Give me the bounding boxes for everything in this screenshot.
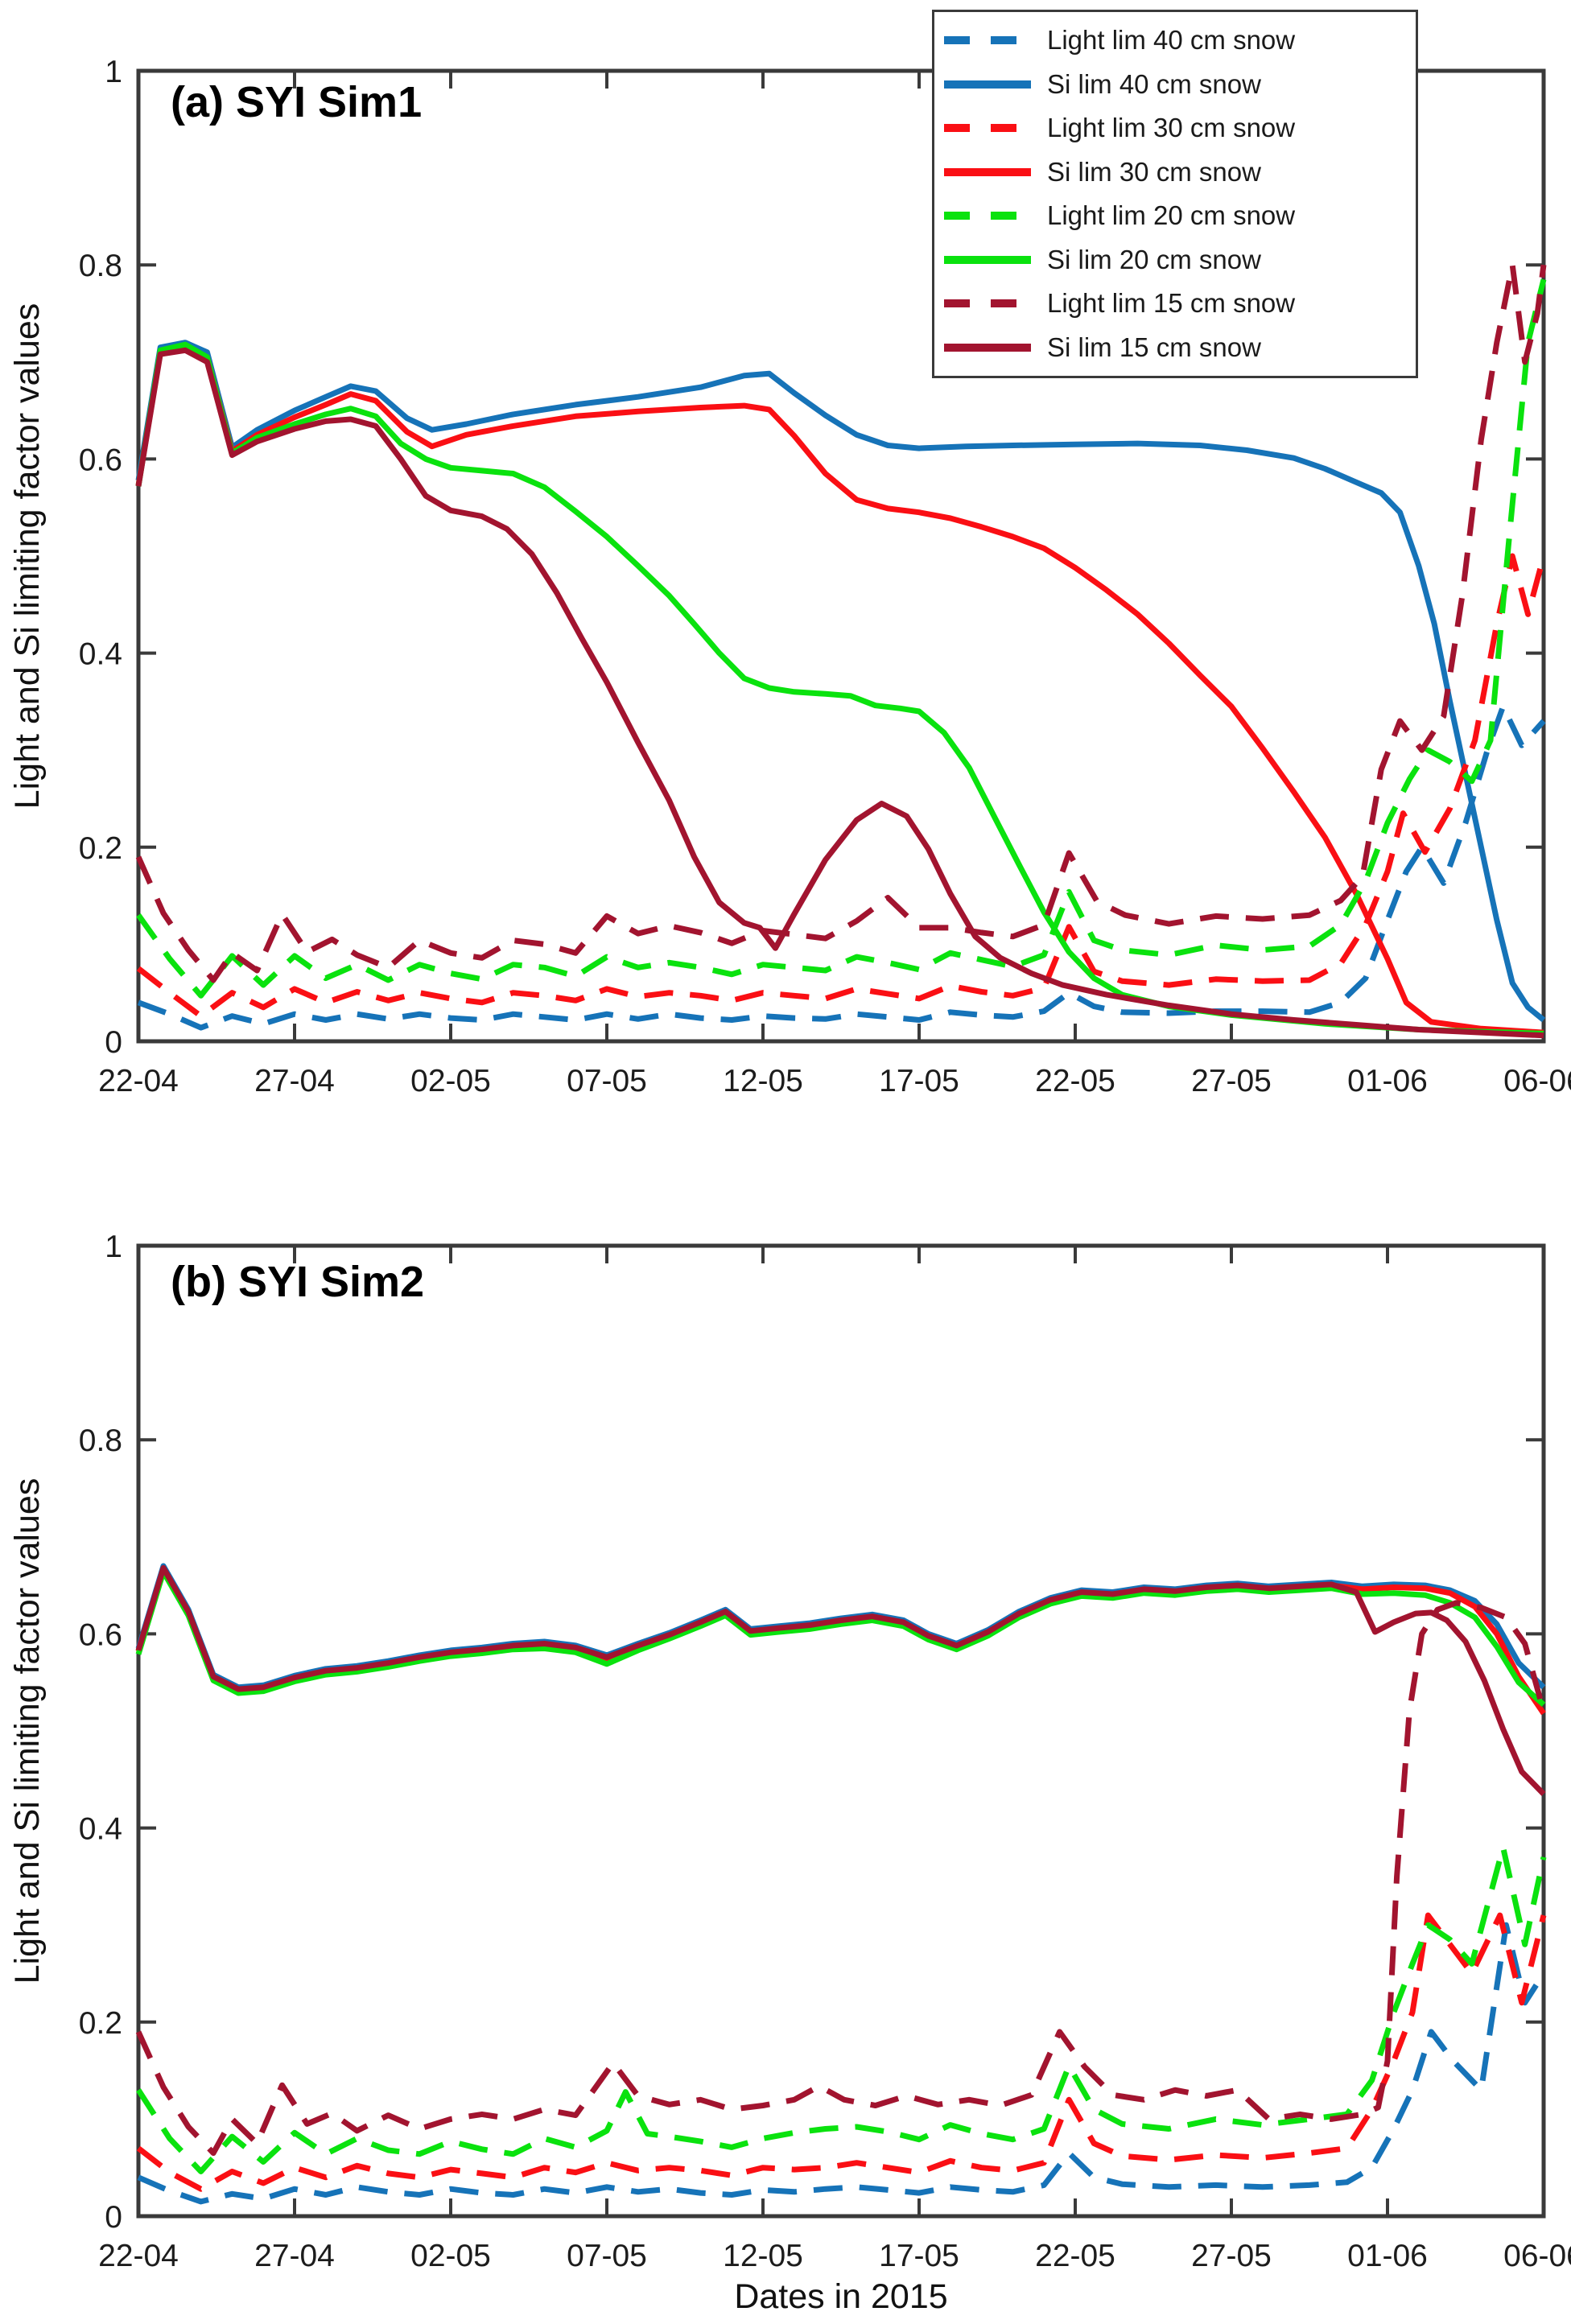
x-tick-label: 22-04: [98, 2239, 179, 2273]
panel-b-frame: [136, 1243, 1546, 2219]
x-tick-label: 27-04: [254, 2239, 335, 2273]
x-tick-label: 06-06: [1503, 1064, 1571, 1098]
legend-entry-si-lim-30-cm-snow: Si lim 30 cm snow: [942, 152, 1411, 192]
panel-b-series-si-lim-15: [135, 1564, 1546, 1796]
panel-b-series-light-lim-30-dashed: [136, 1912, 1547, 2192]
dashed-line-swatch-icon: [944, 36, 1031, 45]
y-tick-label: 1: [105, 1230, 122, 1264]
x-axis-label: Dates in 2015: [734, 2277, 948, 2316]
panel-b-series-light-lim-15-dashed: [135, 1600, 1547, 2157]
x-tick-label: 02-05: [410, 2239, 491, 2273]
x-tick-label: 22-05: [1035, 2239, 1115, 2273]
x-tick-label: 01-06: [1347, 1064, 1428, 1098]
y-tick-label: 0.2: [79, 2006, 122, 2041]
panel-a-frame: [136, 68, 1546, 1044]
x-tick-label: 22-05: [1035, 1064, 1115, 1098]
y-tick-label: 0: [105, 2200, 122, 2235]
y-tick-label: 0.4: [79, 1812, 122, 1847]
y-tick-label: 0: [105, 1025, 122, 1060]
panel-b-title: (b) SYI Sim2: [171, 1258, 425, 1306]
x-tick-label: 17-05: [879, 2239, 959, 2273]
x-tick-label: 27-05: [1191, 1064, 1272, 1098]
legend-entry-light-lim-15-cm-snow: Light lim 15 cm snow: [942, 283, 1411, 323]
dashed-line-swatch-icon: [944, 212, 1031, 220]
legend-entry-light-lim-30-cm-snow: Light lim 30 cm snow: [942, 108, 1411, 148]
legend-label: Si lim 30 cm snow: [1047, 156, 1261, 187]
legend-label: Light lim 20 cm snow: [1047, 200, 1296, 231]
panel-a-series-si-lim-30: [135, 344, 1544, 1036]
panel-a-series-light-lim-40-dashed: [137, 703, 1546, 1031]
legend-label: Light lim 40 cm snow: [1047, 25, 1296, 56]
legend-label: Si lim 20 cm snow: [1047, 244, 1261, 274]
x-tick-label: 27-04: [254, 1064, 335, 1098]
legend-entry-si-lim-40-cm-snow: Si lim 40 cm snow: [942, 64, 1411, 105]
legend-label: Si lim 40 cm snow: [1047, 68, 1261, 99]
x-tick-label: 17-05: [879, 1064, 959, 1098]
dashed-line-swatch-icon: [944, 124, 1031, 133]
panel-a-y-axis-label: Light and Si limiting factor values: [8, 303, 47, 810]
legend-entry-light-lim-40-cm-snow: Light lim 40 cm snow: [942, 20, 1411, 60]
y-tick-label: 0.8: [79, 249, 122, 283]
y-tick-label: 0.2: [79, 831, 122, 866]
y-tick-label: 0.6: [79, 443, 122, 477]
panel-a-series-light-lim-20-dashed: [136, 278, 1547, 999]
panel-b-series-light-lim-20-dashed: [136, 1844, 1547, 2174]
x-tick-label: 27-05: [1191, 2239, 1272, 2273]
x-tick-label: 22-04: [98, 1064, 179, 1098]
y-tick-label: 0.8: [79, 1424, 122, 1458]
solid-line-swatch-icon: [944, 343, 1031, 352]
legend-label: Light lim 30 cm snow: [1047, 113, 1296, 143]
panel-a-title: (a) SYI Sim1: [171, 78, 423, 126]
x-tick-label: 12-05: [723, 2239, 803, 2273]
panel-a-series-si-lim-20: [135, 341, 1544, 1036]
x-tick-label: 12-05: [723, 1064, 803, 1098]
x-tick-label: 01-06: [1347, 2239, 1428, 2273]
panel-a-series-light-lim-30-dashed: [136, 553, 1547, 1020]
solid-line-swatch-icon: [944, 255, 1031, 264]
panel-b-y-axis-label: Light and Si limiting factor values: [8, 1477, 47, 1984]
panel-a-series-si-lim-15: [135, 347, 1544, 1039]
panel-a-series-light-lim-15-dashed: [135, 262, 1547, 983]
x-tick-label: 07-05: [567, 2239, 647, 2273]
x-tick-label: 06-06: [1503, 2239, 1571, 2273]
solid-line-swatch-icon: [944, 80, 1031, 89]
y-tick-label: 0.4: [79, 637, 122, 672]
legend-box: Light lim 40 cm snow Si lim 40 cm snow Lig…: [932, 10, 1418, 378]
solid-line-swatch-icon: [944, 167, 1031, 176]
legend-entry-light-lim-20-cm-snow: Light lim 20 cm snow: [942, 196, 1411, 236]
legend-label: Si lim 15 cm snow: [1047, 332, 1261, 362]
x-tick-label: 07-05: [567, 1064, 647, 1098]
y-tick-label: 0.6: [79, 1617, 122, 1652]
x-tick-label: 02-05: [410, 1064, 491, 1098]
panel-b-series-light-lim-40-dashed: [137, 1922, 1546, 2205]
panel-a-series-si-lim-40: [135, 340, 1546, 1023]
legend-label: Light lim 15 cm snow: [1047, 288, 1296, 319]
panel-b-series-si-lim-20: [135, 1568, 1546, 1708]
legend-entry-si-lim-15-cm-snow: Si lim 15 cm snow: [942, 328, 1411, 368]
legend-entry-si-lim-20-cm-snow: Si lim 20 cm snow: [942, 240, 1411, 280]
dashed-line-swatch-icon: [944, 299, 1031, 308]
y-tick-label: 1: [105, 55, 122, 89]
